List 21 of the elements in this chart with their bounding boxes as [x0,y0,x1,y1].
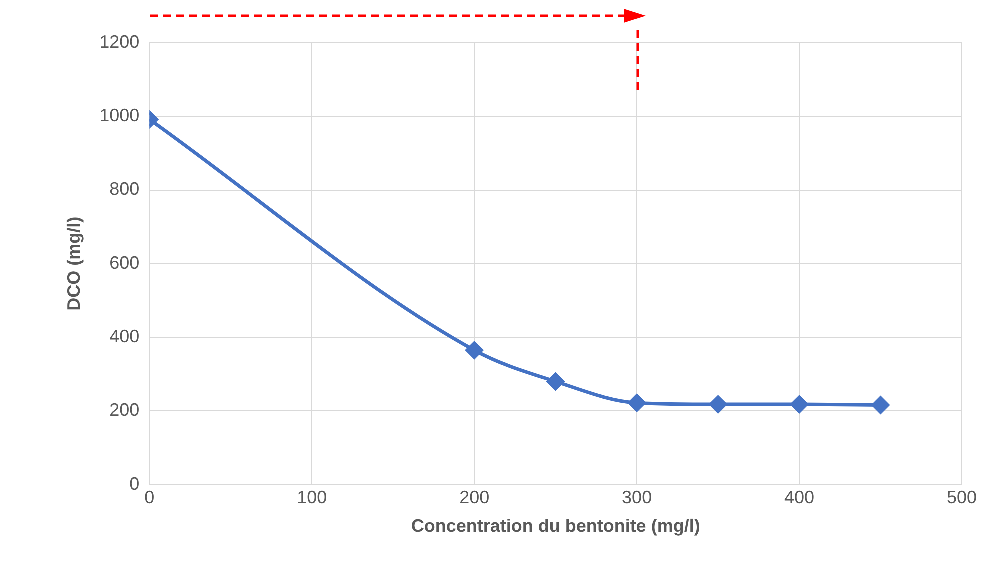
point [547,372,565,390]
x-axis-title: Concentration du bentonite (mg/l) [411,516,700,536]
point [872,396,890,414]
point [790,396,808,414]
y-tick-label: 0 [130,474,140,494]
point [466,342,484,360]
y-tick-label: 400 [110,326,140,346]
x-tick-label: 400 [784,488,815,508]
y-tick-label: 200 [110,400,140,420]
point [628,394,646,412]
x-tick-label: 500 [946,488,978,508]
y-tick-label: 800 [110,179,140,200]
x-tick-label: 200 [460,488,490,508]
x-tick-label: 300 [622,488,652,508]
y-tick-label: 1200 [100,32,140,52]
point [710,396,728,414]
y-tick-label: 1000 [100,106,140,126]
y-axis-title: DCO (mg/l) [64,216,84,311]
y-tick-label: 600 [110,252,140,273]
x-tick-label: 0 [144,488,155,508]
x-tick-label: 100 [297,488,328,508]
